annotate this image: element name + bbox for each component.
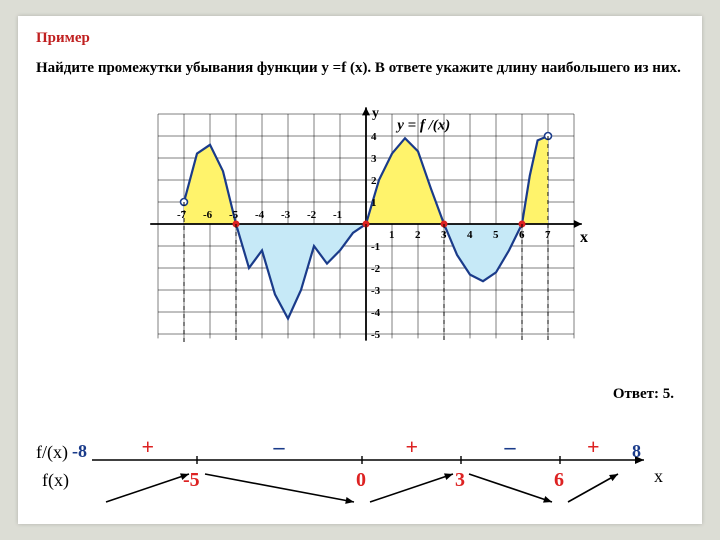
svg-text:-5: -5 bbox=[229, 209, 239, 221]
example-title: Пример bbox=[36, 30, 684, 47]
svg-text:-8: -8 bbox=[72, 441, 87, 461]
svg-text:8: 8 bbox=[632, 441, 641, 461]
svg-text:3: 3 bbox=[455, 469, 465, 491]
svg-text:-7: -7 bbox=[177, 209, 187, 221]
svg-text:3: 3 bbox=[441, 229, 447, 241]
svg-text:0: 0 bbox=[356, 469, 366, 491]
svg-text:2: 2 bbox=[371, 175, 377, 187]
svg-text:–: – bbox=[504, 434, 517, 459]
svg-text:-2: -2 bbox=[371, 263, 381, 275]
svg-text:-3: -3 bbox=[281, 209, 291, 221]
svg-text:+: + bbox=[142, 434, 155, 459]
svg-text:5: 5 bbox=[493, 229, 499, 241]
svg-text:-6: -6 bbox=[203, 209, 213, 221]
svg-text:6: 6 bbox=[519, 229, 525, 241]
svg-text:4: 4 bbox=[467, 229, 473, 241]
svg-text:-5: -5 bbox=[371, 329, 381, 341]
svg-text:-4: -4 bbox=[255, 209, 265, 221]
sign-diagram: f/(x) f(x) x -8 8 -5 0 3 6 + – + – + bbox=[36, 434, 684, 514]
svg-text:y: y bbox=[372, 106, 379, 121]
svg-text:1: 1 bbox=[371, 197, 377, 209]
svg-text:3: 3 bbox=[371, 153, 377, 165]
svg-text:y = f /(x): y = f /(x) bbox=[395, 117, 450, 133]
svg-text:-5: -5 bbox=[183, 469, 200, 491]
svg-text:-1: -1 bbox=[371, 241, 380, 253]
svg-text:+: + bbox=[587, 434, 600, 459]
slide: Пример Найдите промежутки убывания функц… bbox=[18, 16, 702, 524]
function-chart: -7 -6 -5 -4 -3 -2 -1 1 2 3 4 5 6 7 1 2 3 4 -1 -2 -3 -4 -5 y x y =… bbox=[36, 84, 684, 344]
problem-prompt: Найдите промежутки убывания функции у =f… bbox=[36, 59, 684, 78]
svg-text:x: x bbox=[654, 466, 663, 486]
svg-text:4: 4 bbox=[371, 131, 377, 143]
svg-text:–: – bbox=[273, 434, 286, 459]
svg-text:7: 7 bbox=[545, 229, 551, 241]
f-label: f(x) bbox=[42, 470, 69, 491]
svg-text:-4: -4 bbox=[371, 307, 381, 319]
svg-text:-2: -2 bbox=[307, 209, 317, 221]
svg-text:6: 6 bbox=[554, 469, 564, 491]
svg-text:+: + bbox=[406, 434, 419, 459]
svg-text:x: x bbox=[580, 229, 588, 246]
svg-text:1: 1 bbox=[389, 229, 395, 241]
svg-text:-3: -3 bbox=[371, 285, 381, 297]
svg-text:2: 2 bbox=[415, 229, 421, 241]
svg-text:-1: -1 bbox=[333, 209, 342, 221]
fprime-label: f/(x) bbox=[36, 442, 68, 463]
answer-text: Ответ: 5. bbox=[613, 386, 674, 403]
sign-line-svg: x -8 8 -5 0 3 6 + – + – + bbox=[36, 434, 676, 514]
